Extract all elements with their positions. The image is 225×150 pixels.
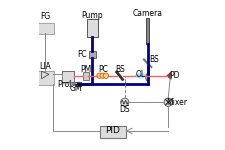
FancyBboxPatch shape [36, 71, 54, 85]
Ellipse shape [145, 74, 149, 81]
Text: FC: FC [77, 50, 86, 59]
Text: Camera: Camera [132, 9, 162, 18]
Text: Probe: Probe [57, 80, 79, 89]
Circle shape [96, 73, 102, 78]
FancyBboxPatch shape [87, 19, 97, 37]
Circle shape [100, 73, 105, 78]
Polygon shape [166, 72, 170, 79]
Text: FG: FG [40, 12, 50, 21]
Text: BS: BS [149, 55, 158, 64]
Bar [145, 18, 149, 44]
Text: PD: PD [169, 71, 179, 80]
Circle shape [103, 73, 108, 78]
FancyBboxPatch shape [82, 72, 88, 80]
FancyBboxPatch shape [36, 23, 54, 34]
Text: DS: DS [119, 105, 130, 114]
Circle shape [163, 98, 172, 106]
FancyBboxPatch shape [99, 126, 126, 138]
Text: PM: PM [80, 65, 91, 74]
Text: OL: OL [135, 70, 145, 79]
Text: PID: PID [105, 126, 120, 135]
FancyBboxPatch shape [61, 71, 74, 82]
FancyBboxPatch shape [88, 51, 95, 58]
Ellipse shape [135, 74, 145, 77]
Text: LIA: LIA [39, 62, 51, 71]
Text: Pump: Pump [81, 11, 103, 20]
Text: GM: GM [69, 84, 81, 93]
Text: Mixer: Mixer [166, 98, 187, 107]
Circle shape [120, 98, 128, 106]
Text: PC: PC [97, 65, 107, 74]
Text: BS: BS [115, 65, 125, 74]
Ellipse shape [135, 73, 145, 79]
